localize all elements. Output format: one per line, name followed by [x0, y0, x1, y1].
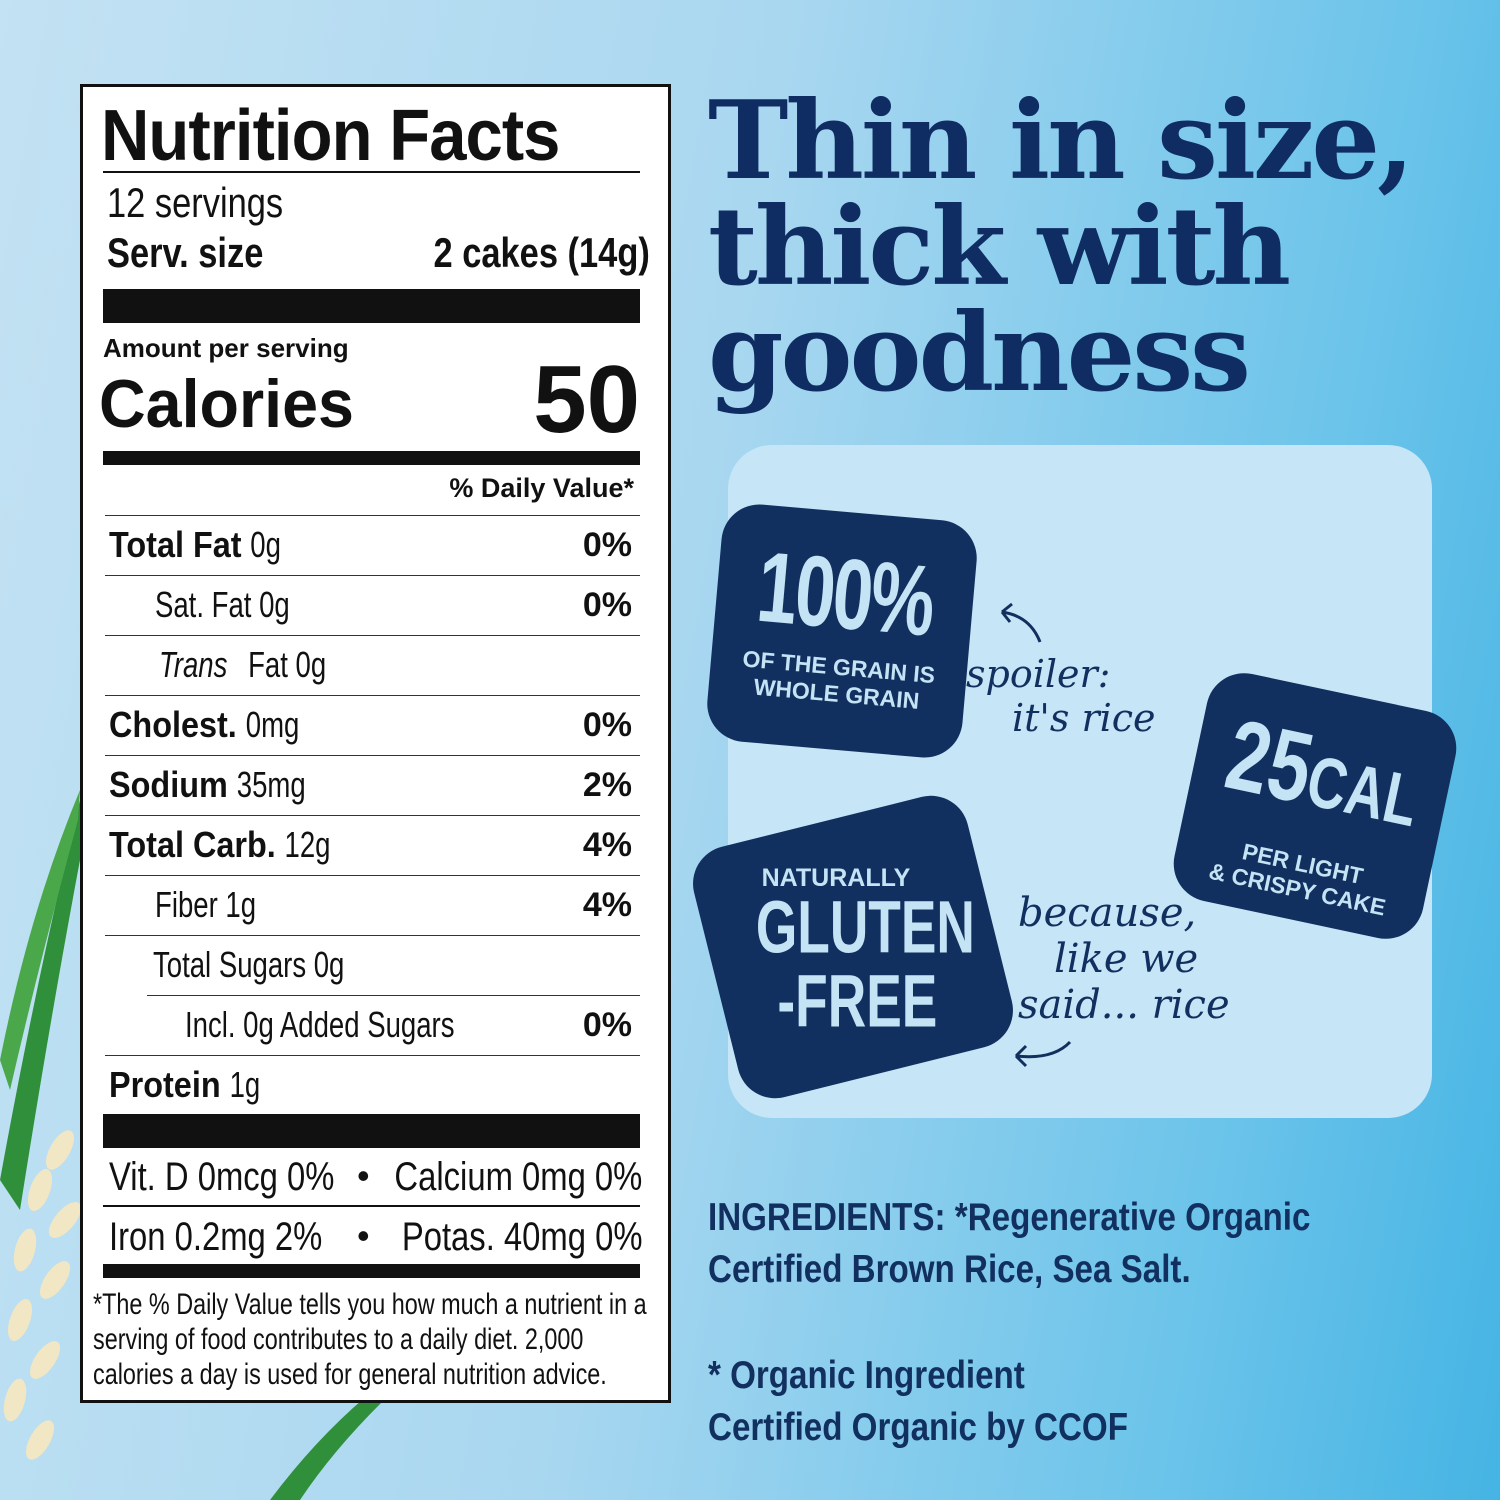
footnote-line: serving of food contributes to a daily d… — [93, 1323, 584, 1356]
footnote-line: calories a day is used for general nutri… — [93, 1358, 607, 1391]
bullet-separator: • — [357, 1215, 370, 1256]
nutrient-amount: Total Sugars 0g — [153, 944, 345, 985]
nutrient-dv: 0% — [582, 706, 632, 744]
calories-label: Calories — [99, 366, 354, 442]
serving-size-value: 2 cakes (14g) — [433, 229, 650, 276]
ingredients-line: INGREDIENTS: *Regenerative Organic — [708, 1196, 1311, 1239]
calcium: Calcium 0mg 0% — [394, 1155, 642, 1199]
nutrient-row-trans-fat: Trans Fat 0g — [105, 635, 640, 695]
nutrient-name: Total Carb. — [109, 824, 276, 865]
callout-line: spoiler: — [966, 652, 1111, 696]
daily-value-header: % Daily Value* — [449, 473, 634, 503]
arrow-icon — [1014, 1040, 1072, 1068]
footnote-line: *The % Daily Value tells you how much a … — [93, 1288, 647, 1321]
nutrient-name: Total Fat — [109, 524, 242, 565]
nutrient-row-sodium: Sodium 35mg 2% — [105, 755, 640, 815]
nutrient-row-protein: Protein 1g — [105, 1055, 640, 1115]
nutrient-amount: Fiber 1g — [155, 884, 257, 925]
nutrient-row-fiber: Fiber 1g 4% — [105, 875, 640, 935]
nutrient-amount: 35mg — [236, 764, 306, 805]
nutrition-facts-title: Nutrition Facts — [101, 96, 560, 176]
nutrient-amount: Sat. Fat 0g — [155, 584, 290, 625]
callout-line: said... rice — [1018, 982, 1230, 1028]
whole-grain-badge: 100% OF THE GRAIN IS WHOLE GRAIN — [704, 501, 980, 761]
footnote: *The % Daily Value tells you how much a … — [93, 1287, 647, 1392]
ingredients: INGREDIENTS: *Regenerative Organic Certi… — [708, 1192, 1310, 1296]
serving-size-label: Serv. size — [107, 229, 264, 276]
vitamin-d: Vit. D 0mcg 0% — [109, 1155, 335, 1199]
nutrient-row-sat-fat: Sat. Fat 0g 0% — [105, 575, 640, 635]
nutrient-name: Sodium — [109, 764, 228, 805]
nutrient-row-cholesterol: Cholest. 0mg 0% — [105, 695, 640, 755]
iron: Iron 0.2mg 2% — [109, 1215, 323, 1259]
badge-big-text: 100% — [752, 530, 938, 658]
callout-line: it's rice — [1012, 696, 1156, 740]
nutrient-row-total-fat: Total Fat 0g 0% — [105, 515, 640, 575]
ingredients-line: Certified Brown Rice, Sea Salt. — [708, 1248, 1191, 1291]
nutrient-row-added-sugars: Incl. 0g Added Sugars 0% — [147, 995, 640, 1055]
arrow-icon — [1000, 602, 1042, 643]
thick-divider — [103, 1114, 640, 1148]
nutrient-name: Cholest. — [109, 704, 237, 745]
badge-big-text: GLUTEN — [755, 885, 975, 969]
thick-divider — [103, 289, 640, 323]
thick-divider — [103, 451, 640, 465]
nutrition-facts-label: Nutrition Facts 12 servings Serv. size 2… — [80, 84, 671, 1403]
organic-note-line: Certified Organic by CCOF — [708, 1406, 1128, 1449]
amount-per-serving: Amount per serving — [103, 333, 349, 363]
divider — [103, 171, 640, 173]
nutrient-amount: 1g — [229, 1064, 261, 1105]
organic-note-line: * Organic Ingredient — [708, 1354, 1025, 1397]
servings: 12 servings — [107, 179, 284, 226]
callout-line: because, — [1018, 890, 1197, 936]
spoiler-callout: spoiler: it's rice — [966, 652, 1156, 740]
badge-unit-text: CAL — [1300, 740, 1426, 843]
headline-line: thick with — [708, 184, 1291, 310]
nutrient-row-total-sugars: Total Sugars 0g — [105, 935, 640, 995]
nutrient-dv: 0% — [582, 586, 632, 624]
headline-line: Thin in size, — [708, 78, 1415, 204]
nutrient-amount: 12g — [284, 824, 331, 865]
nutrient-italic: Trans — [159, 644, 228, 685]
divider — [103, 1205, 640, 1207]
potassium: Potas. 40mg 0% — [401, 1215, 642, 1259]
nutrient-dv: 4% — [582, 826, 632, 864]
nutrient-amount: Fat 0g — [248, 644, 327, 685]
nutrient-dv: 0% — [582, 1006, 632, 1044]
nutrient-amount: 0mg — [245, 704, 300, 745]
because-callout: because, like we said... rice — [1018, 890, 1230, 1028]
bullet-separator: • — [357, 1155, 370, 1196]
calories-value: 50 — [533, 346, 640, 453]
thick-divider — [103, 1264, 640, 1278]
nutrient-amount: 0g — [250, 524, 282, 565]
nutrient-row-total-carb: Total Carb. 12g 4% — [105, 815, 640, 875]
nutrient-amount: Incl. 0g Added Sugars — [185, 1004, 455, 1045]
nutrient-name: Protein — [109, 1064, 221, 1105]
nutrient-dv: 0% — [582, 526, 632, 564]
organic-note: * Organic Ingredient Certified Organic b… — [708, 1350, 1128, 1454]
headline-line: goodness — [708, 290, 1251, 416]
nutrient-dv: 4% — [582, 886, 632, 924]
nutrient-dv: 2% — [582, 766, 632, 804]
headline: Thin in size, thick with goodness — [708, 78, 1415, 416]
badge-big-text: -FREE — [777, 959, 938, 1043]
callout-line: like we — [1054, 936, 1199, 982]
